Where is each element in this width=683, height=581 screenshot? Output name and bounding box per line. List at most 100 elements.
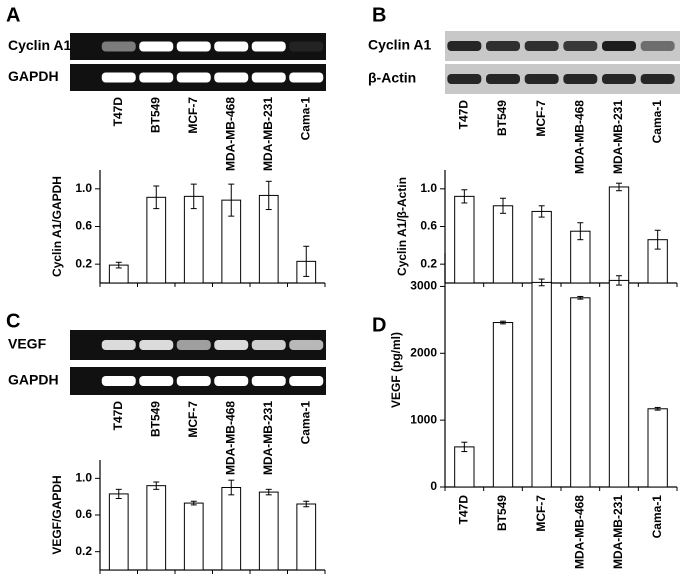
y-tick-label: 2000 [410,345,437,359]
category-label: MDA-MB-468 [573,100,587,174]
error-bar [461,441,468,453]
gel-band [176,376,211,386]
y-axis-title: VEGF (pg/ml) [389,332,403,408]
category-label: MDA-MB-468 [223,401,237,475]
gel-band [447,41,482,51]
category-label: MDA-MB-231 [261,401,275,475]
bar [146,485,167,571]
bar [492,322,514,488]
gel-band [563,41,598,51]
blot-label: Cyclin A1 [368,37,431,53]
y-axis-title: Cyclin A1/β-Actin [395,177,409,276]
gel-band [214,41,249,52]
gel-band [640,74,675,84]
category-label: MDA-MB-231 [611,495,625,569]
y-axis-title: Cyclin A1/GAPDH [50,176,64,277]
y-tick-label: 0.2 [75,544,92,558]
y-tick-label: 1.0 [420,181,437,195]
bar [221,487,242,571]
y-tick-label: 0 [430,479,437,493]
error-bar [577,295,584,300]
gel-band [214,72,249,83]
gel-band [524,41,559,51]
blot-label: β-Actin [368,70,416,86]
y-tick-label: 1.0 [75,181,92,195]
error-bar [616,182,622,192]
bar [531,210,552,284]
gel-band [101,376,136,386]
error-bar [654,229,661,250]
category-label: MDA-MB-231 [611,100,625,174]
category-label: T47D [111,401,125,431]
category-label: MCF-7 [186,401,200,438]
error-bar [153,185,160,210]
gel-band [289,41,324,52]
gel-band [486,41,520,51]
gel-band [486,74,520,84]
error-bar [190,183,197,210]
panel-letter: B [372,4,386,26]
category-label: Cama-1 [650,100,664,144]
gel-band [251,41,286,52]
y-tick-label: 0.6 [420,219,437,233]
bar [608,279,630,488]
category-label: MCF-7 [534,100,548,137]
y-tick-label: 0.6 [75,507,92,521]
category-label: MDA-MB-468 [223,97,237,171]
y-tick-label: 0.2 [420,256,437,270]
bar [608,186,630,284]
y-axis-title: VEGF/GAPDH [50,475,64,554]
category-label: MDA-MB-231 [261,97,275,171]
bar [183,502,204,571]
category-label: MDA-MB-468 [573,495,587,569]
gel-band [214,376,249,386]
category-label: T47D [457,100,471,130]
blot-label: GAPDH [8,68,59,84]
bar [258,491,279,571]
category-label: BT549 [495,495,509,531]
gel-band [602,74,636,84]
category-label: MCF-7 [186,97,200,134]
category-label: BT549 [495,100,509,136]
gel-band [251,340,286,350]
bar [492,205,514,284]
bar [296,503,317,571]
category-label: T47D [457,495,471,525]
gel-band [524,74,559,84]
error-bar [538,205,545,218]
gel-band [447,74,482,84]
gel-band [139,72,174,83]
bar [183,195,204,284]
bar [454,195,475,284]
y-tick-label: 1.0 [75,471,92,485]
error-bar [500,320,506,325]
gel-band [176,72,211,83]
category-label: Cama-1 [298,401,312,445]
category-label: BT549 [148,401,162,437]
category-label: T47D [111,97,125,127]
gel-band [251,72,286,83]
bar [647,408,668,488]
error-bar [616,275,622,286]
gel-band [101,72,136,83]
gel-band [602,41,636,51]
error-bar [303,500,310,508]
error-bar [303,245,310,277]
bar [454,446,475,488]
error-bar [461,189,468,204]
error-bar [190,500,197,506]
error-bar [265,180,272,211]
panel-letter: C [6,310,20,332]
gel-band [101,41,136,52]
y-tick-label: 0.2 [75,256,92,270]
error-bar [153,481,160,490]
error-bar [538,278,545,287]
gel-band [640,41,675,51]
gel-band [176,340,211,350]
error-bar [265,488,272,496]
gel-band [101,340,136,350]
panel-letter: A [6,4,20,26]
gel-band [139,41,174,52]
gel-band [289,340,324,350]
blot-label: GAPDH [8,372,59,388]
